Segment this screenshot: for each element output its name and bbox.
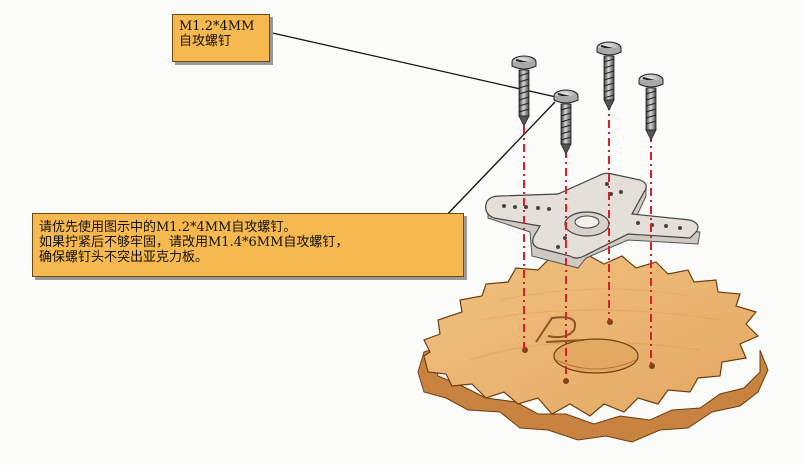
- screw-icon: [553, 89, 579, 155]
- leader-line-screw: [267, 31, 557, 98]
- leader-line-note: [439, 101, 556, 223]
- callout-line: 自攻螺钉: [179, 34, 232, 49]
- note-line: 如果拧紧后不够牢固，请改用M1.4*6MM自攻螺钉，: [39, 235, 349, 250]
- callout-line: M1.2*4MM: [179, 19, 255, 34]
- alignment-guides: [523, 102, 652, 384]
- note-line: 确保螺钉头不突出亚克力板。: [39, 250, 209, 265]
- screw-spec-callout: M1.2*4MM 自攻螺钉: [172, 14, 270, 62]
- wooden-gear-icon: [417, 253, 769, 443]
- screw-icon: [511, 55, 537, 127]
- instruction-note-callout: 请优先使用图示中的M1.2*4MM自攻螺钉。 如果拧紧后不够牢固，请改用M1.4…: [32, 213, 464, 277]
- note-line: 请优先使用图示中的M1.2*4MM自攻螺钉。: [39, 220, 297, 235]
- screw-icon: [638, 73, 664, 141]
- screw-icon: [596, 41, 622, 111]
- servo-horn-cross-icon: [485, 172, 701, 269]
